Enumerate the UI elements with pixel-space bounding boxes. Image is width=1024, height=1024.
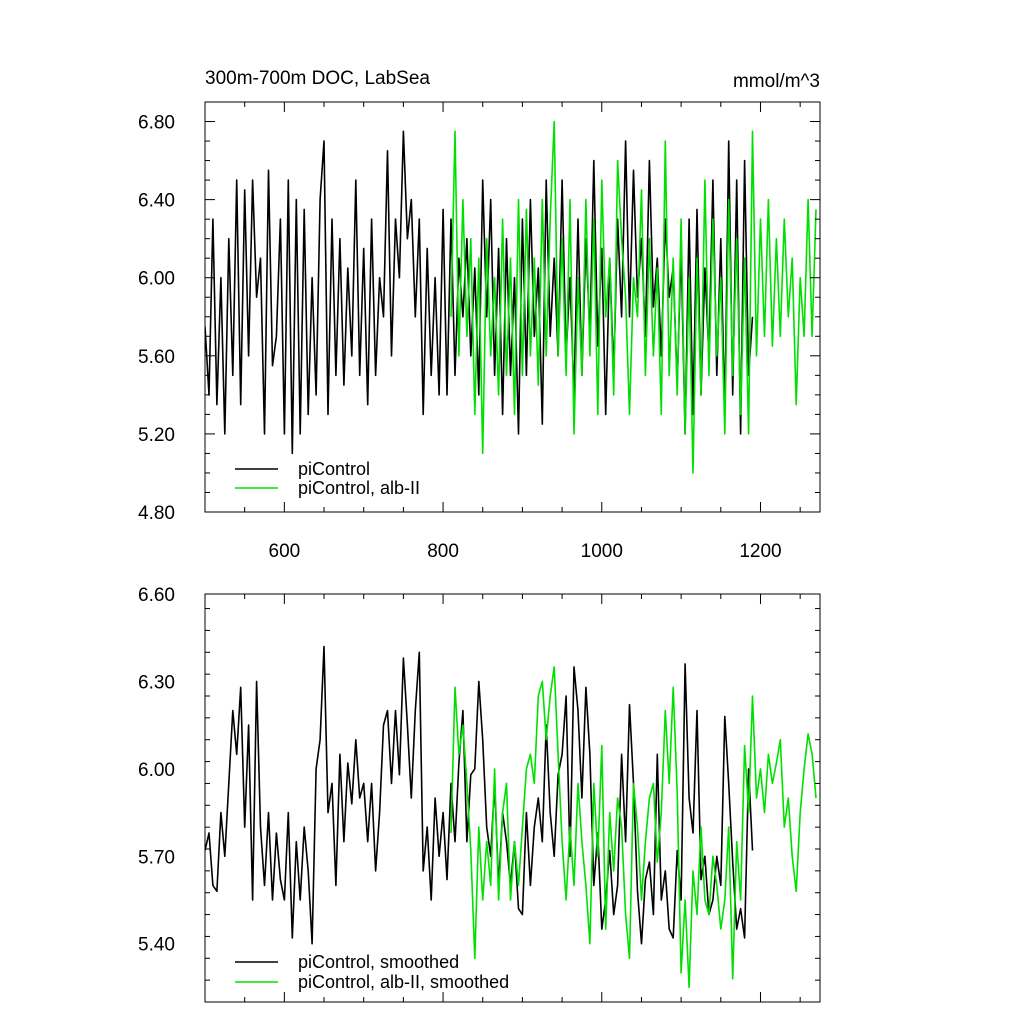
bottom-chart-panel: 5.40 5.70 6.00 6.30 6.60 piControl, smoothed… <box>138 585 821 1003</box>
x-tick-label: 600 <box>269 541 301 562</box>
bottom-series-layer <box>205 645 817 989</box>
x-tick-label: 1000 <box>581 541 623 562</box>
legend-entry: piControl, alb-II <box>298 478 420 498</box>
plot-frame <box>204 101 821 513</box>
top-axes-layer: 4.80 5.20 5.60 6.00 6.40 6.80 600 800 1000 1200 <box>138 101 821 562</box>
legend-entry: piControl, smoothed <box>298 952 459 972</box>
x-tick-label: 800 <box>427 541 459 562</box>
series-line-picontrol-alb-ii <box>450 666 817 989</box>
series-line-picontrol <box>205 645 754 945</box>
y-tick-label: 6.30 <box>138 672 175 693</box>
top-chart-panel: 300m-700m DOC, LabSea mmol/m^3 4.80 5.20 5… <box>138 68 821 562</box>
y-tick-label: 5.60 <box>138 347 175 368</box>
legend-entry: piControl <box>298 459 370 479</box>
top-series-layer <box>205 120 817 474</box>
plot-frame <box>204 593 821 1003</box>
y-tick-label: 6.60 <box>138 585 175 606</box>
series-line-picontrol <box>205 130 754 455</box>
chart-units: mmol/m^3 <box>733 71 820 92</box>
y-tick-label: 5.40 <box>138 935 175 956</box>
bottom-axes-layer: 5.40 5.70 6.00 6.30 6.60 <box>138 585 821 1003</box>
x-tick-label: 1200 <box>739 541 781 562</box>
y-tick-label: 5.20 <box>138 425 175 446</box>
y-tick-label: 4.80 <box>138 503 175 524</box>
series-line-picontrol-alb-ii <box>450 120 817 474</box>
y-tick-label: 6.00 <box>138 760 175 781</box>
y-tick-label: 6.40 <box>138 191 175 212</box>
y-tick-label: 5.70 <box>138 847 175 868</box>
y-tick-label: 6.80 <box>138 113 175 134</box>
chart-title: 300m-700m DOC, LabSea <box>205 68 430 89</box>
y-tick-label: 6.00 <box>138 269 175 290</box>
legend-entry: piControl, alb-II, smoothed <box>298 972 509 992</box>
